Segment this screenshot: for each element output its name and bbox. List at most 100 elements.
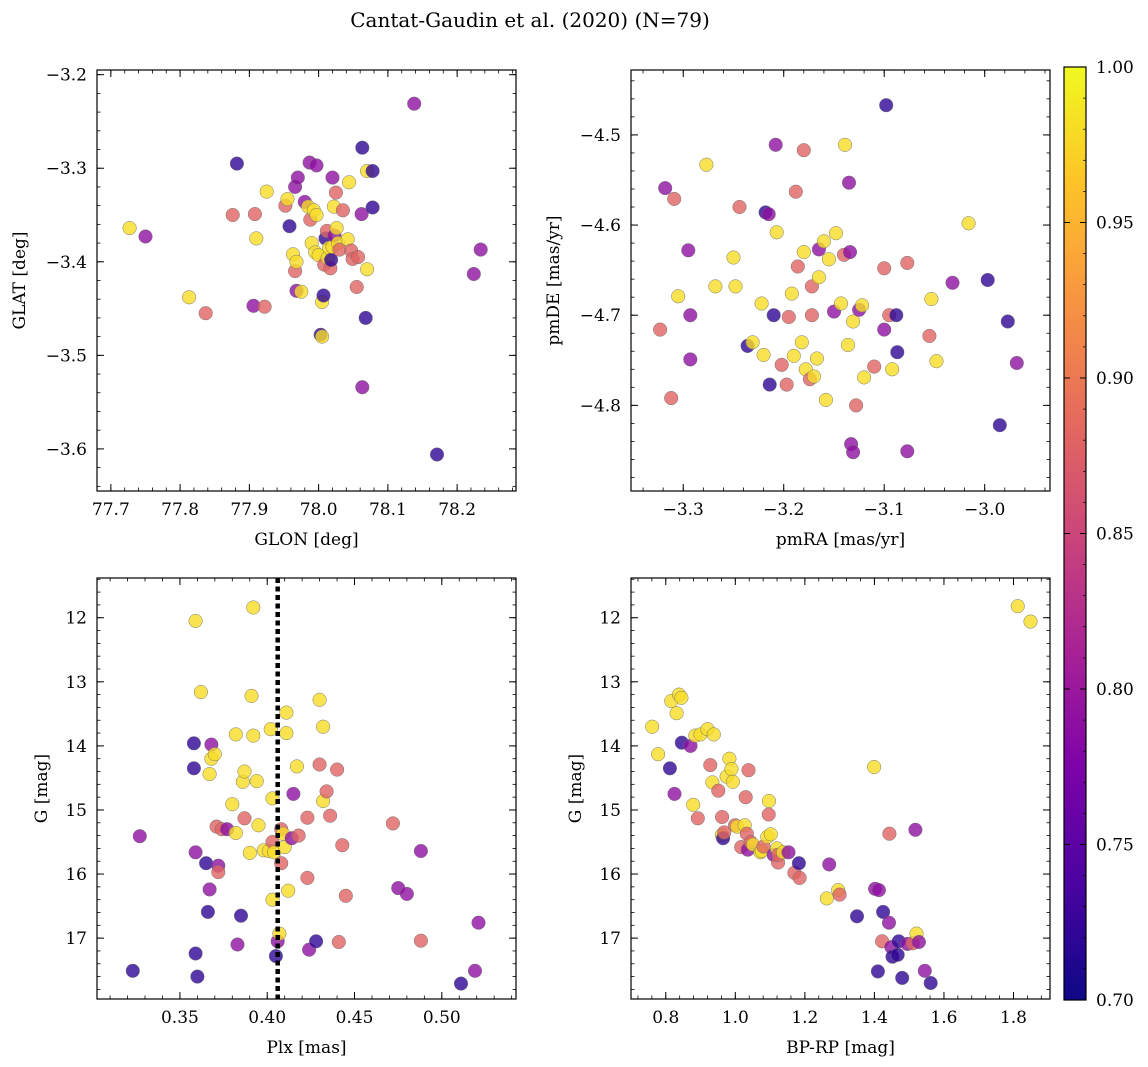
x-tick-label: 0.50 <box>423 1008 461 1028</box>
y-tick-label: 15 <box>65 801 87 821</box>
data-point <box>294 284 309 299</box>
data-point <box>781 845 796 860</box>
data-point <box>879 98 894 113</box>
panel-1: 77.7 77.8 77.9 78.0 78.1 78.2 −3.2 −3.3 −3.4 −3.5… <box>10 66 517 550</box>
data-point <box>279 726 294 741</box>
x-tick-label: −3.0 <box>964 500 1005 520</box>
data-point <box>263 722 278 737</box>
data-point <box>761 807 776 822</box>
data-point <box>738 790 753 805</box>
data-point <box>726 250 741 265</box>
x-axis-label: Plx [mas] <box>266 1038 346 1058</box>
data-point <box>703 758 718 773</box>
data-point <box>360 262 375 277</box>
data-point <box>790 259 805 274</box>
x-tick-label: 77.8 <box>161 500 199 520</box>
data-point <box>658 181 673 196</box>
data-point <box>249 774 264 789</box>
data-point <box>846 445 861 460</box>
colorbar-tick-label: 0.75 <box>1096 836 1134 856</box>
data-point <box>756 347 771 362</box>
data-point <box>207 747 222 762</box>
data-point <box>257 299 272 314</box>
data-point <box>211 865 226 880</box>
data-point <box>857 370 872 385</box>
data-point <box>980 272 995 288</box>
y-tick-label: 12 <box>599 609 621 629</box>
colorbar-tick-label: 0.70 <box>1096 991 1134 1011</box>
data-point <box>330 762 345 777</box>
data-point <box>335 203 350 218</box>
data-point <box>132 829 147 844</box>
data-point <box>323 808 338 823</box>
x-tick-label: 0.8 <box>652 1008 679 1028</box>
data-point <box>473 242 488 257</box>
x-axis-label: BP-RP [mag] <box>786 1038 895 1058</box>
data-point <box>653 322 668 337</box>
x-axis-label: pmRA [mas/yr] <box>776 530 905 550</box>
data-point <box>1009 355 1024 371</box>
data-point <box>290 170 305 185</box>
data-point <box>992 418 1007 433</box>
data-point <box>890 947 905 962</box>
data-point <box>125 963 140 978</box>
data-point <box>945 275 960 290</box>
data-point <box>867 759 882 775</box>
data-point <box>355 140 370 155</box>
data-point <box>385 816 400 831</box>
data-point <box>228 727 243 742</box>
y-tick-label: 13 <box>599 673 621 693</box>
data-point <box>188 845 203 860</box>
data-point <box>289 759 304 774</box>
data-point <box>246 728 261 743</box>
data-point <box>316 288 331 303</box>
x-tick-label: 78.1 <box>369 500 407 520</box>
data-point <box>182 290 197 305</box>
y-axis-label: pmDE [mas/yr] <box>544 215 564 345</box>
y-tick-label: 12 <box>65 609 87 629</box>
data-point <box>237 764 252 779</box>
data-point <box>876 904 891 919</box>
data-point <box>717 825 732 840</box>
y-tick-label: 13 <box>65 673 87 693</box>
data-point <box>319 784 334 799</box>
data-point <box>908 822 923 837</box>
data-point <box>842 245 858 260</box>
x-tick-label: 1.2 <box>791 1008 818 1028</box>
scatter-points <box>122 96 488 462</box>
y-tick-label: −4.5 <box>580 126 621 146</box>
x-tick-label: 0.35 <box>161 1008 199 1028</box>
y-tick-label: −3.3 <box>46 159 87 179</box>
x-tick-label: 1.6 <box>930 1008 957 1028</box>
colorbar-tick-label: 1.00 <box>1096 58 1134 78</box>
data-point <box>867 359 882 374</box>
data-point <box>774 357 789 372</box>
data-point <box>885 362 900 377</box>
data-point <box>1010 599 1025 614</box>
data-point <box>690 811 705 826</box>
data-point <box>186 736 201 751</box>
data-point <box>762 377 777 392</box>
data-point <box>300 810 315 825</box>
y-tick-label: 16 <box>65 865 87 885</box>
x-tick-label: 77.9 <box>230 500 268 520</box>
data-point <box>229 156 244 171</box>
data-point <box>280 192 295 207</box>
data-point <box>365 200 380 215</box>
data-point <box>199 856 214 871</box>
data-point <box>911 934 926 950</box>
data-point <box>890 345 905 360</box>
data-point <box>351 250 366 265</box>
panel-3: 0.35 0.40 0.45 0.50 12 13 14 15 16 17 Plx [mas] G [… <box>32 577 517 1058</box>
data-point <box>249 231 264 246</box>
x-tick-label: 77.7 <box>92 500 130 520</box>
data-point <box>791 856 806 871</box>
data-point <box>846 314 861 329</box>
data-point <box>282 219 297 234</box>
y-tick-label: 14 <box>65 737 87 757</box>
data-point <box>667 191 682 206</box>
data-point <box>309 158 324 173</box>
data-point <box>225 797 240 812</box>
data-point <box>662 761 677 776</box>
